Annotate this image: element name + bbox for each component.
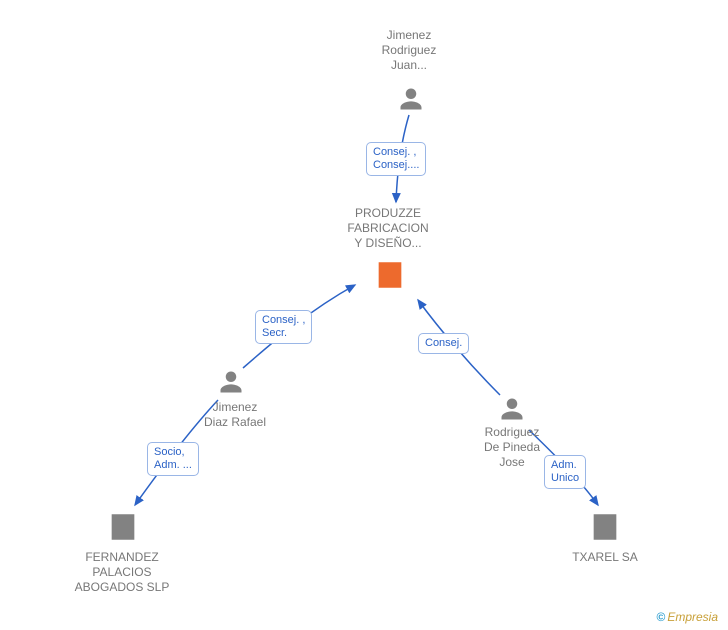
watermark-text: Empresia (667, 610, 718, 624)
watermark: ©Empresia (656, 610, 718, 624)
person-icon (498, 395, 526, 423)
edge-label-right-to-center: Consej. (418, 333, 469, 354)
person-icon (217, 368, 245, 396)
node-label-person-top: Jimenez Rodriguez Juan... (369, 28, 449, 73)
person-icon (397, 85, 425, 113)
edge-label-top-to-center: Consej. , Consej.... (366, 142, 426, 176)
diagram-canvas: Consej. , Consej.... Consej. , Secr. Con… (0, 0, 728, 630)
copyright-symbol: © (656, 610, 665, 624)
node-label-company-left: FERNANDEZ PALACIOS ABOGADOS SLP (62, 550, 182, 595)
edge-label-left-to-company: Socio, Adm. ... (147, 442, 199, 476)
node-label-person-right: Rodriguez De Pineda Jose (467, 425, 557, 470)
building-icon (588, 510, 622, 544)
edge-label-left-to-center: Consej. , Secr. (255, 310, 312, 344)
building-icon (373, 258, 407, 292)
building-icon (106, 510, 140, 544)
node-label-company-center: PRODUZZE FABRICACION Y DISEÑO... (333, 206, 443, 251)
node-label-company-right: TXAREL SA (560, 550, 650, 565)
node-label-person-left: Jimenez Diaz Rafael (190, 400, 280, 430)
